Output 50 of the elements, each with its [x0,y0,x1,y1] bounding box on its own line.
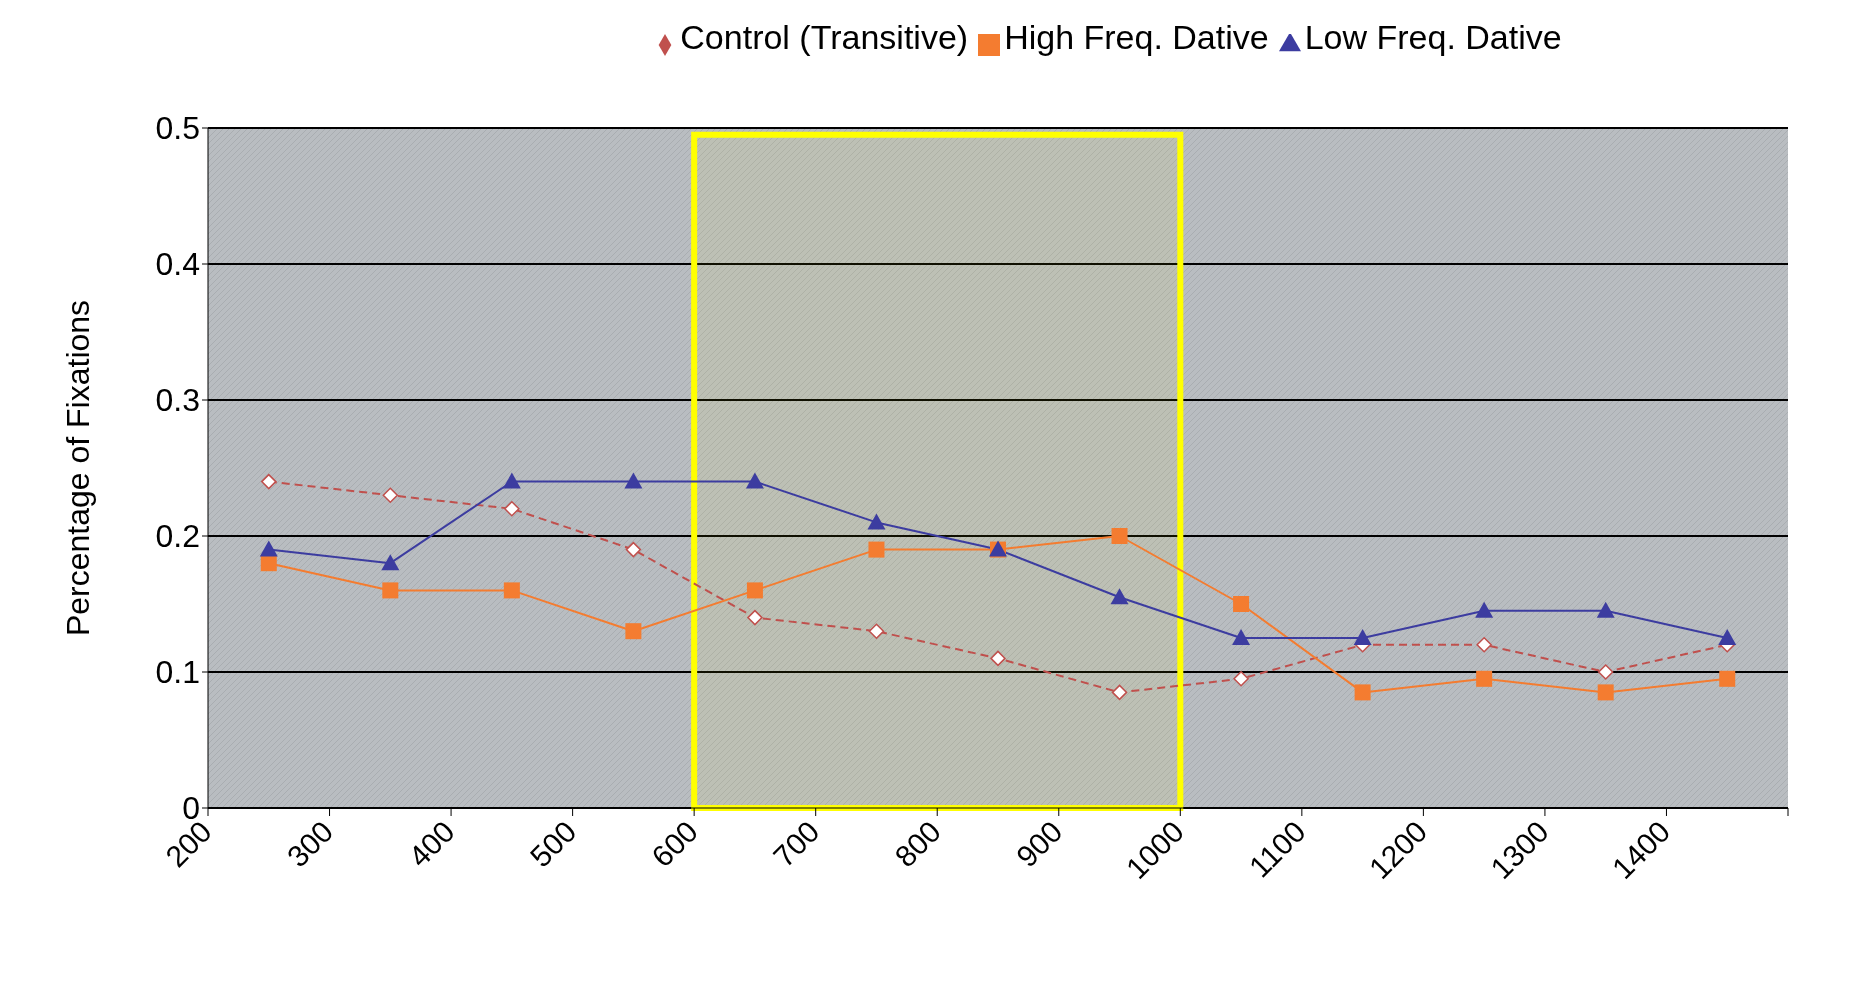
point [867,513,886,530]
y-tick-label: 0.3 [155,382,200,419]
point [1353,629,1372,645]
point [261,473,277,490]
point [868,541,885,558]
point [625,541,642,558]
point [1596,601,1615,618]
y-tick-label: 0.5 [155,110,200,147]
point [747,609,763,626]
point [503,582,520,599]
x-tick-label: 700 [766,814,826,874]
point [1233,671,1249,687]
point [745,472,764,489]
x-tick-label: 400 [402,814,461,874]
y-tick-label: 0.1 [155,654,200,691]
point [1354,684,1371,701]
y-axis-title: Percentage of Fixations [60,299,97,637]
y-tick-label: 0.2 [155,518,200,555]
point [1718,629,1737,645]
point [1719,670,1736,687]
point [746,582,763,599]
legend-label: High Freq. Dative [1004,18,1269,56]
point [990,650,1006,667]
point [625,623,642,640]
x-tick-label: 300 [280,814,340,874]
point [502,472,521,489]
point [504,501,520,517]
point [1597,684,1614,701]
point [1476,670,1493,687]
x-tick-label: 800 [888,814,948,874]
x-tick-label: 600 [645,814,704,874]
legend-label: Control (Transitive) [680,18,969,56]
point [382,582,399,599]
legend-label: Low Freq. Dative [1304,18,1562,56]
point [1597,664,1614,680]
y-tick-label: 0.4 [155,246,200,283]
point [1475,601,1494,618]
point [1110,588,1129,605]
point [1476,637,1492,653]
x-tick-label: 900 [1009,814,1069,874]
point [382,487,399,503]
point [1111,684,1128,701]
point [1233,596,1250,612]
point [381,554,400,571]
x-tick-label: 500 [523,814,583,874]
point [868,623,885,639]
point [1111,528,1128,544]
point [259,540,278,557]
point [624,472,643,489]
point [1232,629,1251,645]
